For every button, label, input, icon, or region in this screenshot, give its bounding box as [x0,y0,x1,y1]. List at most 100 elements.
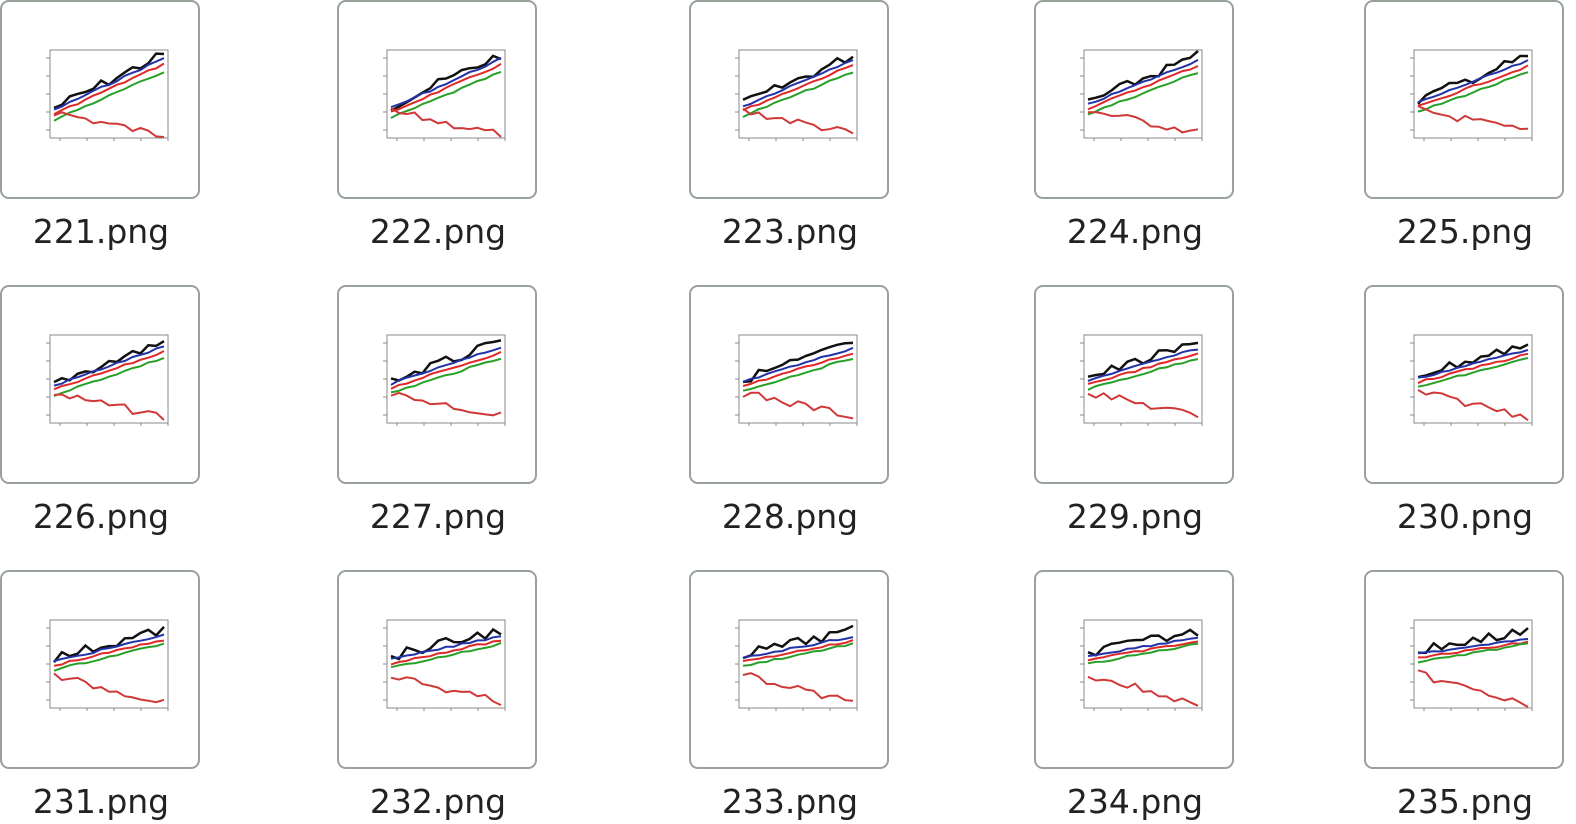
thumbnail-line [390,63,502,113]
thumbnail-line [742,639,854,662]
thumbnail-line [53,350,165,391]
file-name[interactable]: 235.png [1397,782,1533,821]
file-name[interactable]: 223.png [722,212,858,251]
thumbnail-line [390,627,502,661]
file-item[interactable]: 234.png [1034,570,1234,821]
thumbnail-frame [689,0,889,199]
file-name[interactable]: 229.png [1067,497,1203,536]
thumbnail-line [1087,636,1199,657]
file-item[interactable]: 222.png [337,0,537,251]
thumbnail-line [1087,50,1199,101]
thumbnail-line [53,345,165,387]
file-item[interactable]: 227.png [337,285,537,536]
thumbnail-frame [689,285,889,484]
file-name[interactable]: 222.png [370,212,506,251]
thumbnail-line [742,59,854,108]
thumbnail-line [742,352,854,387]
thumbnail-frame [1364,570,1564,769]
file-name[interactable]: 230.png [1397,497,1533,536]
thumbnail-line [53,672,165,704]
thumbnail-frame [1034,570,1234,769]
thumbnail-line [1417,357,1529,388]
file-name[interactable]: 228.png [722,497,858,536]
thumbnail-line [390,339,502,382]
file-item[interactable]: 230.png [1364,285,1564,536]
thumbnail-line [1417,638,1529,655]
thumbnail-line [1417,59,1529,104]
file-item[interactable]: 235.png [1364,570,1564,821]
thumbnail-line [742,346,854,383]
thumbnail-line [1417,71,1529,113]
thumbnail-line [1417,54,1529,105]
file-name[interactable]: 226.png [33,497,169,536]
thumbnail-frame [0,570,200,769]
thumbnail-frame [337,0,537,199]
file-item[interactable]: 223.png [689,0,889,251]
thumbnail-line [53,57,165,111]
file-name[interactable]: 233.png [722,782,858,821]
thumbnail-line [742,55,854,101]
file-item[interactable]: 225.png [1364,0,1564,251]
thumbnail-line [53,62,165,116]
thumbnail-line [1087,358,1199,391]
file-item[interactable]: 232.png [337,570,537,821]
thumbnail-line [1417,389,1529,422]
thumbnail-line [53,639,165,667]
thumbnail-line [390,357,502,394]
thumbnail-line [1087,642,1199,665]
thumbnail-line [1087,628,1199,657]
file-item[interactable]: 233.png [689,570,889,821]
thumbnail-line [1417,105,1529,131]
thumbnail-line [53,356,165,397]
file-name[interactable]: 234.png [1067,782,1203,821]
thumbnail-line [53,642,165,672]
file-name[interactable]: 227.png [370,497,506,536]
thumbnail-line [1087,675,1199,707]
thumbnail-line [390,639,502,666]
thumbnail-frame [337,570,537,769]
file-name[interactable]: 221.png [33,212,169,251]
thumbnail-line [390,346,502,386]
thumbnail-line [742,71,854,118]
thumbnail-line [390,641,502,669]
thumbnail-line [53,71,165,122]
file-name[interactable]: 231.png [33,782,169,821]
file-name[interactable]: 232.png [370,782,506,821]
thumbnail-line [742,358,854,392]
thumbnail-line [1087,59,1199,105]
thumbnail-frame [689,570,889,769]
thumbnail-line [1417,669,1529,708]
thumbnail-line [1417,642,1529,664]
thumbnail-line [390,350,502,390]
thumbnail-frame [1364,285,1564,484]
file-item[interactable]: 231.png [0,570,200,821]
file-item[interactable]: 226.png [0,285,200,536]
file-name[interactable]: 224.png [1067,212,1203,251]
thumbnail-line [53,393,165,421]
thumbnail-line [53,111,165,138]
thumbnail-line [742,64,854,112]
thumbnail-line [1087,640,1199,662]
thumbnail-line [390,676,502,707]
thumbnail-line [390,391,502,417]
file-item[interactable]: 228.png [689,285,889,536]
thumbnail-line [1087,392,1199,419]
thumbnail-line [1417,627,1529,655]
thumbnail-line [390,107,502,138]
thumbnail-line [390,70,502,119]
thumbnail-line [742,107,854,135]
thumbnail-line [742,624,854,660]
thumbnail-line [1087,348,1199,382]
file-item[interactable]: 224.png [1034,0,1234,251]
thumbnail-line [742,341,854,384]
thumbnail-line [53,626,165,663]
file-item[interactable]: 229.png [1034,285,1234,536]
thumbnail-line [1087,352,1199,385]
thumbnail-line [742,672,854,702]
thumbnail-line [1417,348,1529,379]
file-item[interactable]: 221.png [0,0,200,251]
thumbnail-line [53,633,165,663]
thumbnail-frame [1364,0,1564,199]
file-name[interactable]: 225.png [1397,212,1533,251]
